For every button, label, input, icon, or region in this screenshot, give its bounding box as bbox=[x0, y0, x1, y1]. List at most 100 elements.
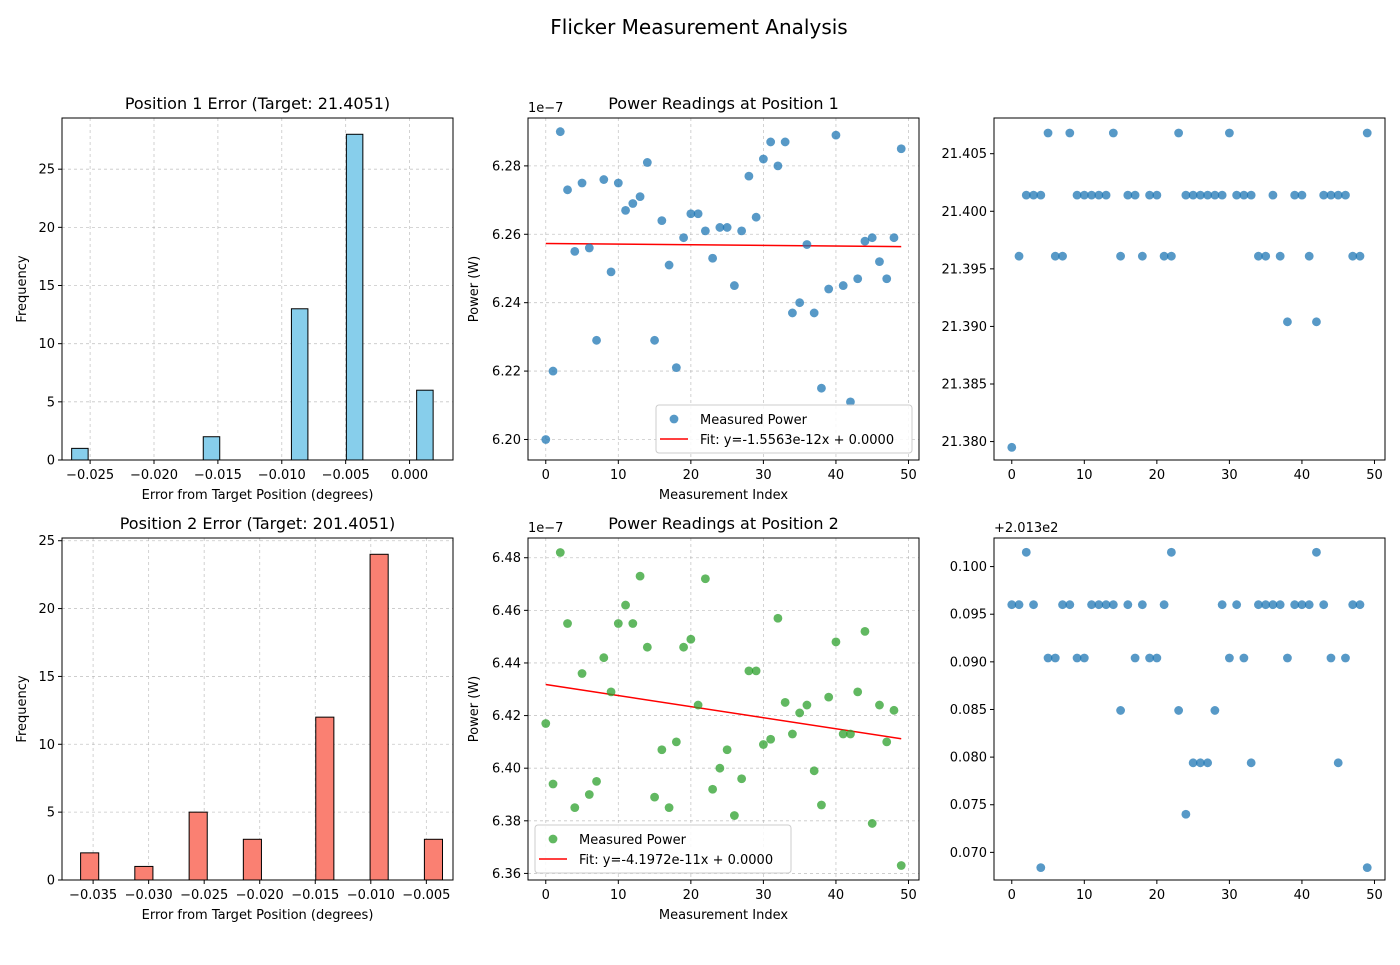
chart-3-x-tick-label: 20 bbox=[1149, 468, 1166, 483]
chart-1-y-tick-label: 20 bbox=[38, 221, 55, 236]
chart-1-x-tick-label: −0.025 bbox=[66, 468, 114, 483]
chart-2-point bbox=[846, 397, 855, 407]
chart-2-y-axis-label: Power (W) bbox=[467, 256, 482, 322]
chart-3-point bbox=[1065, 128, 1075, 138]
chart-4-frame bbox=[61, 537, 454, 881]
chart-5-point bbox=[889, 705, 899, 715]
chart-3-point bbox=[1348, 251, 1358, 261]
chart-2-x-tick-label: 50 bbox=[900, 468, 917, 483]
chart-position-1-readings: 0 10 20 30 40 50 21.380 21.385 21.390 21.395 21.40… bbox=[942, 117, 1386, 483]
chart-4-x-tick-label: −0.015 bbox=[291, 888, 339, 903]
chart-3-y-tick-label: 21.385 bbox=[942, 378, 988, 393]
chart-2-x-tick-label: 40 bbox=[828, 468, 845, 483]
chart-3-point bbox=[1355, 251, 1365, 261]
chart-3-y-tick-label: 21.395 bbox=[942, 262, 988, 277]
chart-5-x-axis-label: Measurement Index bbox=[659, 908, 788, 923]
chart-4-x-tick-label: −0.020 bbox=[236, 888, 284, 903]
chart-3-point bbox=[1283, 317, 1292, 327]
chart-2-point bbox=[555, 127, 565, 137]
chart-6-point bbox=[1079, 653, 1089, 663]
chart-6-point bbox=[1014, 600, 1024, 610]
chart-6-point bbox=[1174, 706, 1184, 715]
chart-4-y-tick-label: 20 bbox=[38, 602, 55, 617]
chart-5-point bbox=[570, 803, 580, 813]
chart-2-x-tick-label: 0 bbox=[542, 468, 550, 483]
chart-5-point bbox=[679, 642, 689, 652]
chart-6-point bbox=[1152, 653, 1162, 663]
chart-2-point bbox=[809, 308, 819, 318]
chart-6-point bbox=[1166, 547, 1176, 557]
chart-2-point bbox=[831, 130, 841, 140]
chart-5-point bbox=[882, 737, 892, 747]
chart-5-point bbox=[664, 803, 674, 813]
chart-5-legend-series-label: Measured Power bbox=[579, 833, 687, 848]
chart-5-point bbox=[758, 740, 768, 749]
chart-3-point bbox=[1159, 251, 1169, 261]
chart-6-point bbox=[1239, 653, 1249, 663]
chart-position-2-error-histogram: −0.035 −0.030 −0.025 −0.020 −0.015 −0.010 −0.0… bbox=[15, 514, 454, 923]
chart-5-point bbox=[541, 719, 551, 728]
chart-2-y-tick-label: 6.26 bbox=[492, 228, 521, 243]
chart-5-fit-line bbox=[545, 683, 902, 740]
chart-2-point bbox=[693, 209, 703, 219]
chart-3-point bbox=[1188, 190, 1198, 200]
chart-6-y-tick-label: 0.100 bbox=[950, 560, 987, 575]
chart-1-x-tick-label: −0.015 bbox=[194, 468, 242, 483]
chart-1-y-tick-label: 5 bbox=[47, 395, 55, 410]
chart-6-point bbox=[1159, 600, 1169, 610]
chart-3-frame bbox=[993, 117, 1386, 461]
chart-6-point bbox=[1217, 600, 1227, 610]
chart-5-point bbox=[715, 763, 725, 773]
chart-5-frame bbox=[527, 537, 920, 881]
chart-2-legend: Measured Power Fit: y=-1.5563e-12x + 0.00… bbox=[655, 404, 913, 454]
chart-5-point bbox=[592, 776, 601, 786]
chart-6-point bbox=[1254, 600, 1263, 610]
chart-6-point bbox=[1348, 600, 1358, 610]
chart-2-point bbox=[650, 335, 659, 345]
chart-3-point bbox=[1036, 190, 1046, 200]
chart-5-point bbox=[896, 861, 906, 870]
chart-1-title: Position 1 Error (Target: 21.4051) bbox=[125, 94, 390, 113]
chart-3-point bbox=[1268, 190, 1278, 200]
chart-5-y-tick-label: 6.48 bbox=[492, 551, 521, 566]
chart-3-point bbox=[1341, 190, 1350, 200]
chart-3-y-tick-label: 21.390 bbox=[942, 320, 988, 335]
chart-2-legend-point-marker bbox=[669, 414, 679, 424]
chart-5-title: Power Readings at Position 2 bbox=[608, 514, 839, 533]
chart-4-y-axis-label: Frequency bbox=[15, 675, 30, 742]
chart-6-point bbox=[1108, 600, 1118, 610]
chart-2-x-tick-label: 30 bbox=[755, 468, 772, 483]
chart-2-point bbox=[613, 178, 623, 188]
chart-5-x-tick-label: 30 bbox=[755, 888, 772, 903]
chart-2-point bbox=[758, 154, 768, 164]
chart-5-point bbox=[548, 779, 558, 789]
chart-3-point bbox=[1101, 190, 1111, 200]
chart-2-legend-fit-label: Fit: y=-1.5563e-12x + 0.0000 bbox=[700, 433, 894, 448]
chart-5-point bbox=[773, 613, 783, 623]
chart-5-point bbox=[708, 784, 718, 794]
chart-1-bar bbox=[290, 308, 309, 461]
chart-4-bar bbox=[80, 852, 100, 881]
chart-2-x-tick-label: 10 bbox=[610, 468, 627, 483]
chart-4-bar bbox=[369, 553, 389, 881]
chart-5-y-tick-label: 6.36 bbox=[492, 867, 521, 882]
chart-5-point bbox=[795, 708, 805, 718]
chart-2-point bbox=[860, 236, 870, 246]
chart-2-point bbox=[722, 223, 732, 232]
chart-2-point bbox=[824, 284, 834, 294]
chart-3-x-tick-label: 30 bbox=[1221, 468, 1238, 483]
chart-4-y-tick-label: 15 bbox=[38, 670, 55, 685]
chart-6-point bbox=[1297, 600, 1307, 610]
chart-3-point bbox=[1123, 190, 1133, 200]
chart-2-point bbox=[788, 308, 797, 318]
chart-5-point bbox=[817, 800, 826, 810]
chart-3-point bbox=[1326, 190, 1336, 200]
chart-3-point bbox=[1362, 128, 1372, 138]
chart-6-point bbox=[1268, 600, 1278, 610]
chart-3-point bbox=[1224, 128, 1234, 138]
chart-5-point bbox=[838, 729, 848, 739]
chart-6-point bbox=[1087, 600, 1096, 610]
chart-5-point bbox=[766, 734, 776, 744]
chart-5-point bbox=[831, 637, 841, 647]
chart-5-axis-offset-label: 1e−7 bbox=[528, 521, 563, 536]
